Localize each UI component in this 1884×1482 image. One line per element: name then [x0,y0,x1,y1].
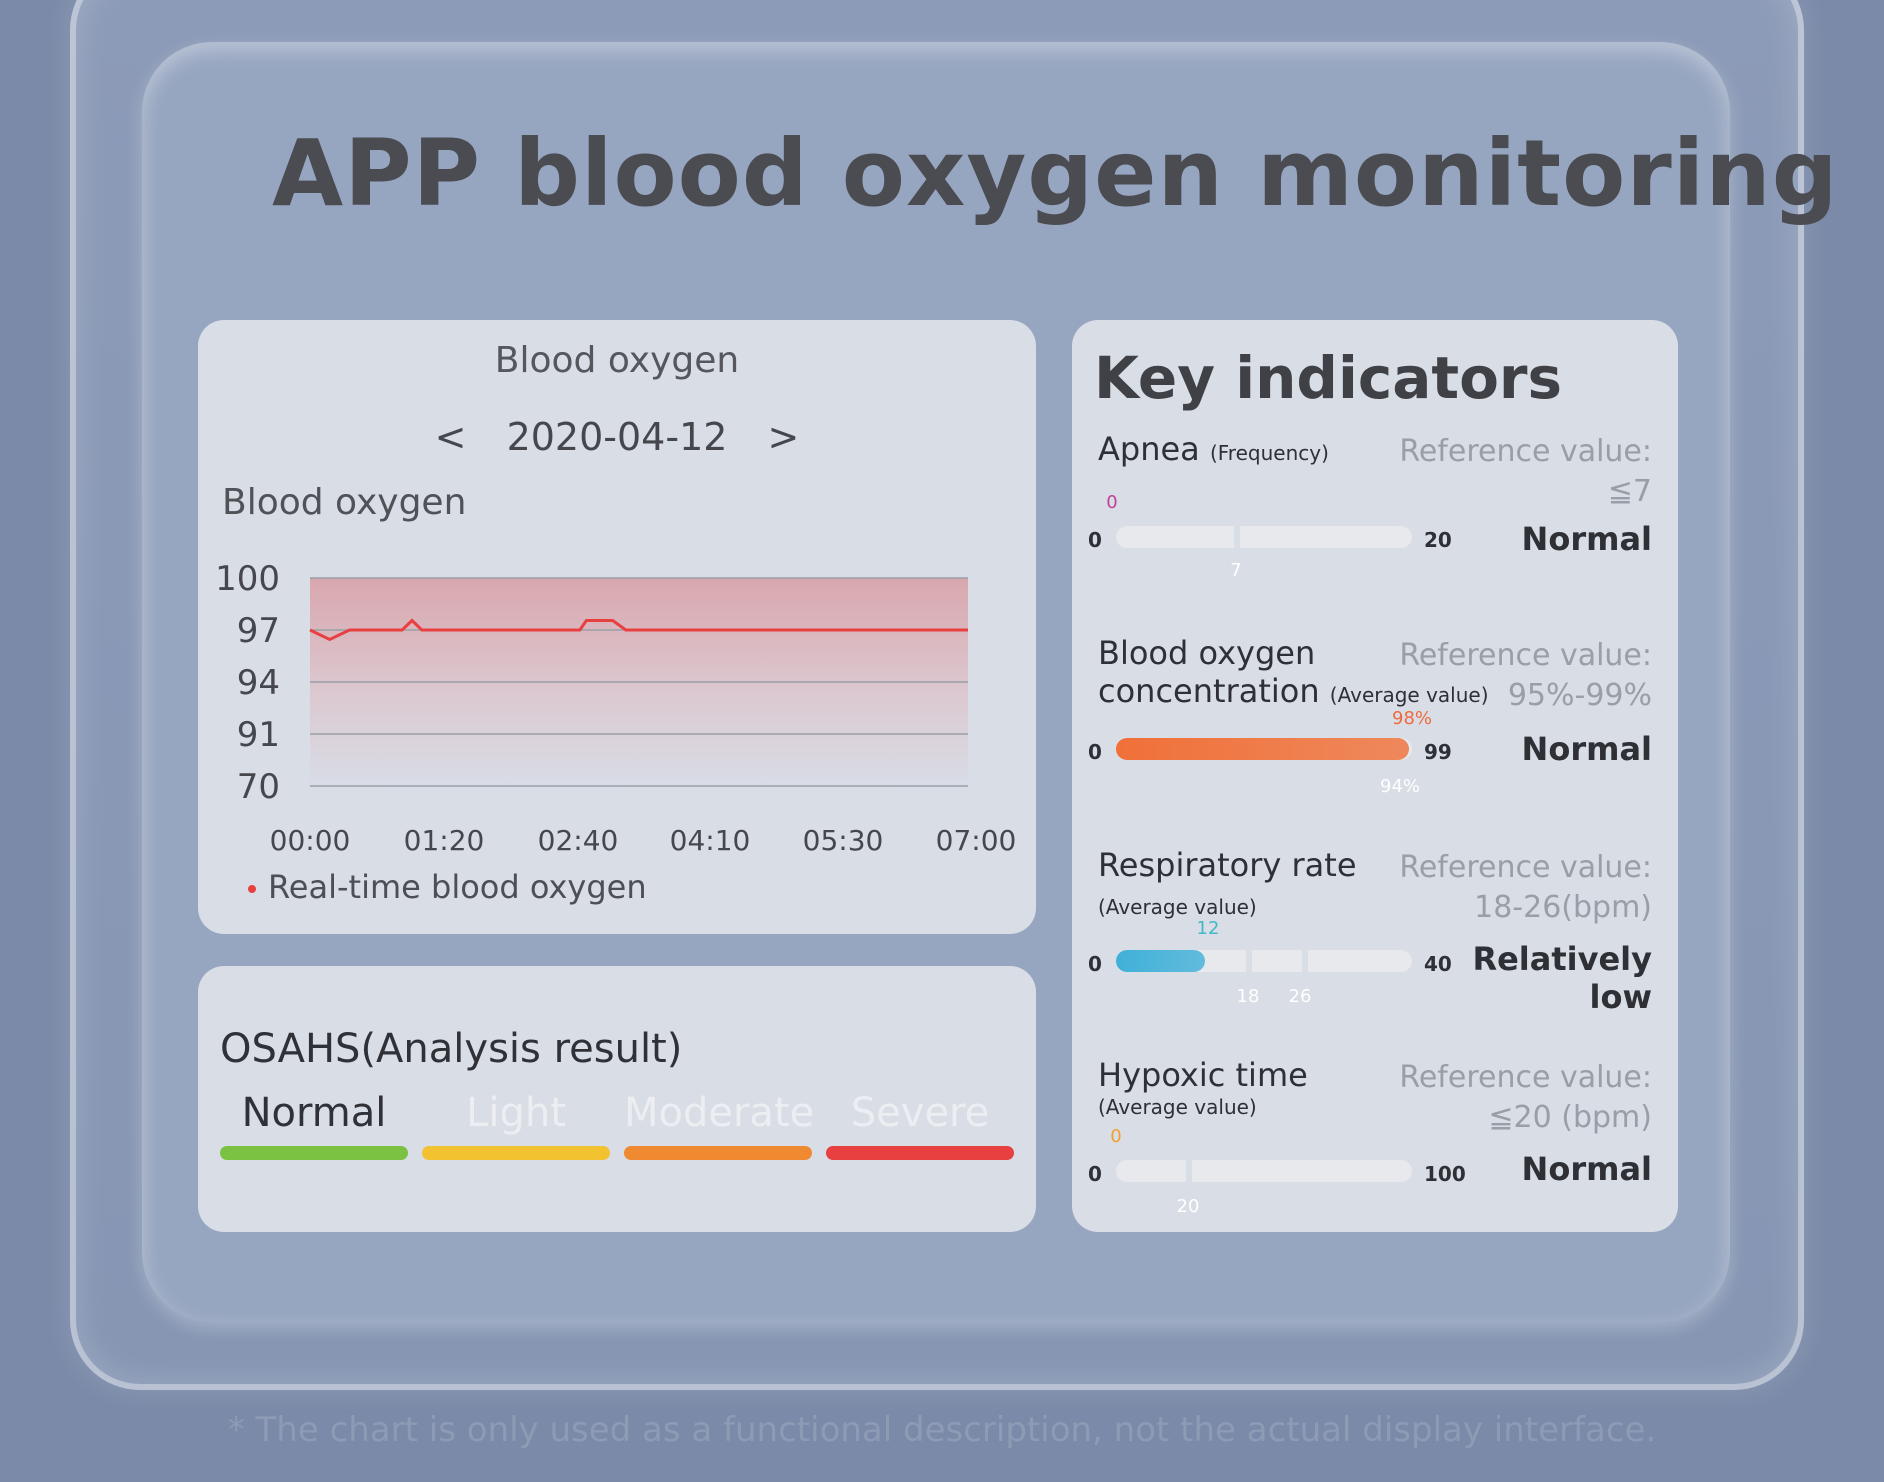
hypoxic-status: Normal [1521,1150,1652,1188]
chart-x-tick-label: 04:10 [670,824,751,857]
respiratory-fill [1116,950,1205,972]
page-title: APP blood oxygen monitoring [272,120,1839,227]
apnea-reference-label: Reference value: [1399,434,1652,469]
legend-label: Real-time blood oxygen [268,868,647,906]
chart-y-tick-label: 70 [237,767,280,807]
chart-y-axis-label: Blood oxygen [222,482,467,523]
chart-y-tick-label: 100 [215,559,280,599]
osahs-bar-severe [826,1146,1014,1160]
hypoxic-name: Hypoxic time (Average value) [1098,1056,1308,1119]
chart-y-tick-label: 97 [237,611,280,651]
respiratory-divider-26 [1302,950,1308,972]
bo-tick-label: 94% [1380,776,1421,797]
osahs-title: OSAHS(Analysis result) [220,1026,683,1072]
respiratory-marker: 12 [1196,918,1220,939]
bo-reference-value: 95%-99% [1507,678,1652,713]
hypoxic-tick-label: 20 [1176,1196,1200,1217]
bo-status: Normal [1521,730,1652,768]
chart-x-tick-label: 00:00 [270,824,351,857]
apnea-tick-label: 7 [1230,560,1242,581]
hypoxic-reference-value: ≦20 (bpm) [1488,1100,1652,1135]
apnea-track-divider [1234,526,1240,548]
osahs-card: OSAHS(Analysis result) Normal Light Modera… [198,966,1036,1232]
blood-oxygen-line-chart: 100 97 94 91 70 00:00 01:20 02:40 04:10 05:30 07:0… [215,559,1017,857]
date-navigator: < 2020-04-12 > [198,412,1036,459]
legend-dot-icon [248,885,256,893]
bo-fill [1116,738,1410,760]
bo-scale-min: 0 [1088,740,1102,764]
bo-track [1116,738,1412,760]
apnea-reference-value: ≦7 [1607,474,1652,509]
hypoxic-divider [1186,1160,1192,1182]
bo-scale-max: 99 [1424,740,1452,764]
osahs-level-severe: Severe [850,1090,990,1136]
respiratory-reference-label: Reference value: [1399,850,1652,885]
prev-date-button[interactable]: < [434,414,467,459]
chart-legend: Real-time blood oxygen [248,868,647,906]
osahs-bar-moderate [624,1146,812,1160]
respiratory-track [1116,950,1412,972]
key-indicators-card: Key indicators Apnea (Frequency) Referen… [1072,320,1678,1232]
blood-oxygen-chart-card: Blood oxygen < 2020-04-12 > Blood oxygen… [198,320,1036,934]
respiratory-scale-min: 0 [1088,952,1102,976]
respiratory-divider-18 [1246,950,1252,972]
chart-x-tick-label: 02:40 [538,824,619,857]
bo-reference-label: Reference value: [1399,638,1652,673]
key-indicators-title: Key indicators [1094,344,1563,412]
osahs-bar-normal [220,1146,408,1160]
chart-x-tick-label: 05:30 [803,824,884,857]
chart-y-tick-label: 94 [237,663,280,703]
apnea-marker: 0 [1106,492,1118,513]
footnote: * The chart is only used as a functional… [227,1410,1657,1450]
chart-x-tick-label: 01:20 [404,824,485,857]
next-date-button[interactable]: > [767,414,800,459]
osahs-level-light: Light [466,1090,566,1136]
hypoxic-marker: 0 [1110,1126,1122,1147]
chart-x-tick-label: 07:00 [936,824,1017,857]
bo-concentration-name: Blood oxygen concentration (Average valu… [1098,634,1489,710]
respiratory-status: Relatively low [1472,940,1652,1016]
osahs-bar-light [422,1146,610,1160]
respiratory-scale-max: 40 [1424,952,1452,976]
chart-card-title: Blood oxygen [494,340,740,381]
respiratory-name: Respiratory rate (Average value) [1098,846,1357,919]
chart-series-line [309,618,968,642]
hypoxic-track [1116,1160,1412,1182]
apnea-scale-min: 0 [1088,528,1102,552]
apnea-status: Normal [1521,520,1652,558]
chart-y-tick-label: 91 [237,715,280,755]
respiratory-tick-26: 26 [1288,986,1312,1007]
apnea-scale-max: 20 [1424,528,1452,552]
hypoxic-scale-max: 100 [1424,1162,1466,1186]
current-date: 2020-04-12 [506,414,728,459]
osahs-level-normal: Normal [241,1090,387,1136]
respiratory-reference-value: 18-26(bpm) [1474,890,1652,925]
osahs-level-moderate: Moderate [624,1090,815,1136]
hypoxic-reference-label: Reference value: [1399,1060,1652,1095]
respiratory-tick-18: 18 [1236,986,1260,1007]
hypoxic-scale-min: 0 [1088,1162,1102,1186]
apnea-track [1116,526,1412,548]
bo-marker: 98% [1392,708,1433,729]
apnea-name: Apnea (Frequency) [1098,430,1329,468]
